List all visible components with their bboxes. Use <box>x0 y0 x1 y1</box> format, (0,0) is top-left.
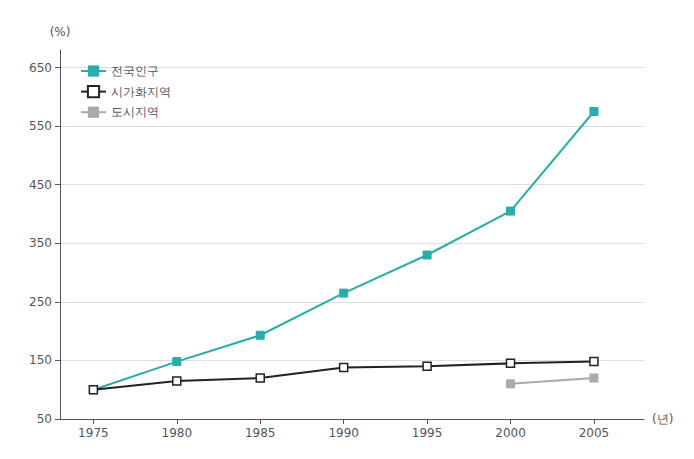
svg-text:2005: 2005 <box>579 426 610 440</box>
svg-text:450: 450 <box>29 178 52 192</box>
svg-text:550: 550 <box>29 119 52 133</box>
svg-text:(년): (년) <box>652 412 673 426</box>
svg-text:시가화지역: 시가화지역 <box>111 85 171 99</box>
svg-text:350: 350 <box>29 236 52 250</box>
svg-text:1980: 1980 <box>162 426 193 440</box>
svg-text:1975: 1975 <box>78 426 109 440</box>
svg-text:50: 50 <box>37 412 52 426</box>
svg-text:(%): (%) <box>50 25 71 39</box>
svg-text:1995: 1995 <box>412 426 443 440</box>
svg-text:2000: 2000 <box>495 426 526 440</box>
svg-text:650: 650 <box>29 61 52 75</box>
svg-text:1990: 1990 <box>328 426 359 440</box>
svg-text:도시지역: 도시지역 <box>111 105 159 119</box>
svg-text:150: 150 <box>29 353 52 367</box>
svg-text:250: 250 <box>29 295 52 309</box>
svg-text:전국인구: 전국인구 <box>111 64 159 78</box>
svg-text:1985: 1985 <box>245 426 276 440</box>
